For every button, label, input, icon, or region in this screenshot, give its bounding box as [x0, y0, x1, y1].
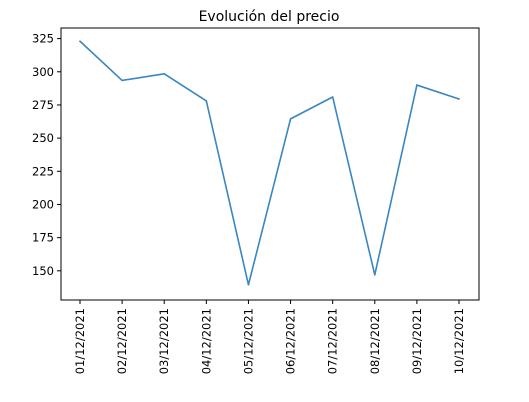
x-axis: 01/12/2021 02/12/2021 03/12/2021 04/12/2021…	[73, 300, 466, 374]
y-tick-label: 250	[32, 131, 54, 145]
y-tick-label: 325	[32, 32, 54, 46]
y-tick-label: 175	[32, 231, 54, 245]
x-tick-label: 04/12/2021	[199, 308, 213, 374]
x-tick-label: 07/12/2021	[326, 308, 340, 374]
y-tick-label: 150	[32, 264, 54, 278]
data-point	[458, 98, 460, 100]
data-point	[373, 273, 376, 276]
series-layer	[79, 40, 460, 286]
x-tick-label: 09/12/2021	[410, 308, 424, 374]
data-point	[79, 40, 81, 43]
data-point	[289, 118, 292, 120]
x-tick-label: 01/12/2021	[73, 308, 87, 374]
data-point	[416, 84, 418, 86]
x-tick-label: 05/12/2021	[241, 308, 255, 374]
x-tick-label: 08/12/2021	[368, 308, 382, 374]
data-point	[205, 100, 208, 102]
y-axis: 150 175 200 225 250 275 300 325	[32, 32, 61, 278]
y-tick-label: 225	[32, 164, 54, 178]
x-tick-label: 06/12/2021	[284, 308, 298, 374]
data-point	[331, 96, 334, 98]
x-tick-label: 03/12/2021	[157, 308, 171, 374]
data-point	[247, 283, 250, 286]
data-point	[121, 79, 123, 82]
series-line	[79, 40, 460, 286]
x-tick-label: 10/12/2021	[452, 308, 466, 374]
y-tick-label: 200	[32, 197, 54, 211]
y-tick-label: 275	[32, 98, 54, 112]
plot-area-frame	[60, 27, 480, 301]
y-tick-label: 300	[32, 65, 54, 79]
x-tick-label: 02/12/2021	[115, 308, 129, 374]
data-point	[163, 72, 166, 75]
chart-title: Evolución del precio	[199, 9, 340, 25]
